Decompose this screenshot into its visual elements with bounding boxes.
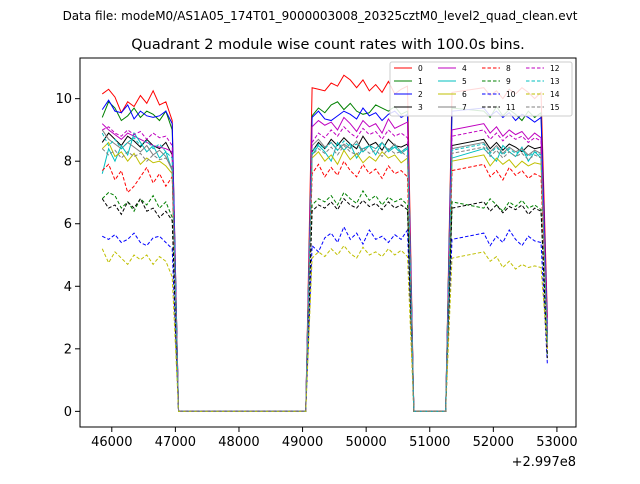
- series-line-9: [101, 189, 548, 412]
- x-tick-label: 48000: [218, 435, 259, 450]
- legend-label-9: 9: [506, 77, 511, 86]
- legend-label-4: 4: [462, 64, 467, 73]
- x-tick-label: 50000: [345, 435, 386, 450]
- legend-label-2: 2: [418, 90, 423, 99]
- legend-label-0: 0: [418, 64, 423, 73]
- series-line-13: [101, 132, 548, 412]
- legend-label-1: 1: [418, 77, 423, 86]
- x-tick-label: 51000: [409, 435, 450, 450]
- series-line-10: [102, 225, 548, 412]
- series-line-12: [102, 126, 548, 412]
- plot-area: [101, 74, 548, 412]
- chart-title: Quadrant 2 module wise count rates with …: [131, 37, 525, 53]
- y-tick-label: 2: [64, 342, 72, 357]
- y-tick-label: 8: [64, 155, 72, 170]
- legend-label-11: 11: [506, 103, 516, 112]
- x-tick-label: 53000: [536, 435, 577, 450]
- y-axis: 0 2 4 6 8 10: [55, 92, 80, 420]
- legend-label-5: 5: [462, 77, 467, 86]
- x-tick-label: 49000: [282, 435, 323, 450]
- legend-label-8: 8: [506, 64, 511, 73]
- legend-label-6: 6: [462, 90, 467, 99]
- x-tick-label: 47000: [155, 435, 196, 450]
- legend-label-12: 12: [550, 64, 560, 73]
- x-tick-label: 46000: [91, 435, 132, 450]
- legend-label-13: 13: [550, 77, 560, 86]
- series-line-11: [101, 197, 548, 412]
- x-axis: 46000 47000 48000 49000 50000 51000 52000 53000: [91, 427, 578, 450]
- legend-label-7: 7: [462, 103, 467, 112]
- legend-box: [389, 61, 573, 117]
- legend-label-15: 15: [550, 103, 560, 112]
- legend-label-10: 10: [506, 90, 516, 99]
- figure-suptitle: Data file: modeM0/AS1A05_174T01_90000030…: [63, 9, 578, 23]
- x-tick-label: 52000: [473, 435, 514, 450]
- series-line-15: [101, 144, 548, 412]
- series-line-4: [101, 116, 548, 412]
- y-tick-label: 4: [64, 280, 72, 295]
- axes-frame: [79, 57, 577, 428]
- x-axis-offset-label: +2.997e8: [512, 455, 576, 470]
- y-tick-label: 6: [64, 217, 72, 232]
- legend-label-3: 3: [418, 103, 423, 112]
- legend-label-14: 14: [550, 90, 560, 99]
- y-tick-label: 10: [55, 92, 72, 107]
- series-line-14: [101, 244, 548, 412]
- y-tick-label: 0: [64, 405, 72, 420]
